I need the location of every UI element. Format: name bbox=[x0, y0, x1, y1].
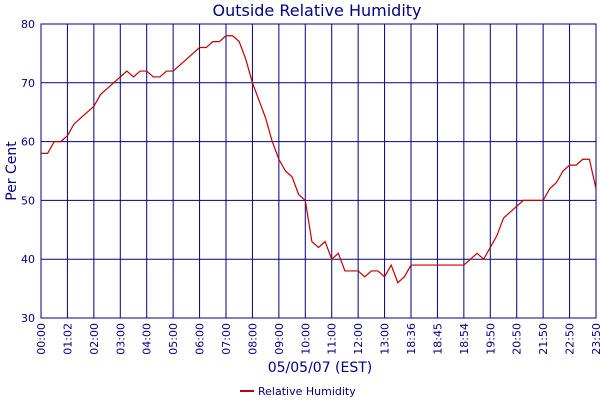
x-tick-label: 10:00 bbox=[299, 323, 312, 355]
x-tick-label: 18:45 bbox=[431, 323, 444, 355]
x-tick-label: 18:36 bbox=[405, 323, 418, 355]
y-tick-label: 40 bbox=[21, 253, 35, 266]
x-tick-label: 13:00 bbox=[379, 323, 392, 355]
y-tick-label: 60 bbox=[21, 136, 35, 149]
x-tick-label: 02:00 bbox=[88, 323, 101, 355]
y-axis-label: Per Cent bbox=[4, 141, 20, 201]
x-tick-label: 12:00 bbox=[352, 323, 365, 355]
x-tick-label: 04:00 bbox=[141, 323, 154, 355]
x-tick-label: 09:00 bbox=[273, 323, 286, 355]
line-series bbox=[41, 35, 597, 284]
legend-label: Relative Humidity bbox=[258, 385, 356, 398]
x-axis-label: 05/05/07 (EST) bbox=[268, 360, 373, 376]
x-tick-label: 11:00 bbox=[326, 323, 339, 355]
x-tick-label: 19:50 bbox=[484, 323, 497, 355]
x-tick-label: 01:02 bbox=[61, 323, 74, 355]
y-tick-label: 80 bbox=[21, 18, 35, 31]
x-tick-label: 08:00 bbox=[246, 323, 259, 355]
x-tick-label: 18:54 bbox=[458, 323, 471, 355]
y-tick-label: 70 bbox=[21, 77, 35, 90]
x-tick-label: 00:00 bbox=[35, 323, 48, 355]
x-tick-label: 23:50 bbox=[590, 323, 600, 355]
chart-title: Outside Relative Humidity bbox=[212, 1, 421, 20]
x-tick-label: 07:00 bbox=[220, 323, 233, 355]
y-tick-label: 50 bbox=[21, 194, 35, 207]
x-tick-label: 20:50 bbox=[511, 323, 524, 355]
x-tick-label: 05:00 bbox=[167, 323, 180, 355]
x-tick-label: 06:00 bbox=[194, 323, 207, 355]
x-tick-label: 22:50 bbox=[564, 323, 577, 355]
y-tick-label: 30 bbox=[21, 312, 35, 325]
x-tick-label: 21:50 bbox=[537, 323, 550, 355]
x-tick-label: 03:00 bbox=[114, 323, 127, 355]
plot-area bbox=[40, 23, 597, 319]
